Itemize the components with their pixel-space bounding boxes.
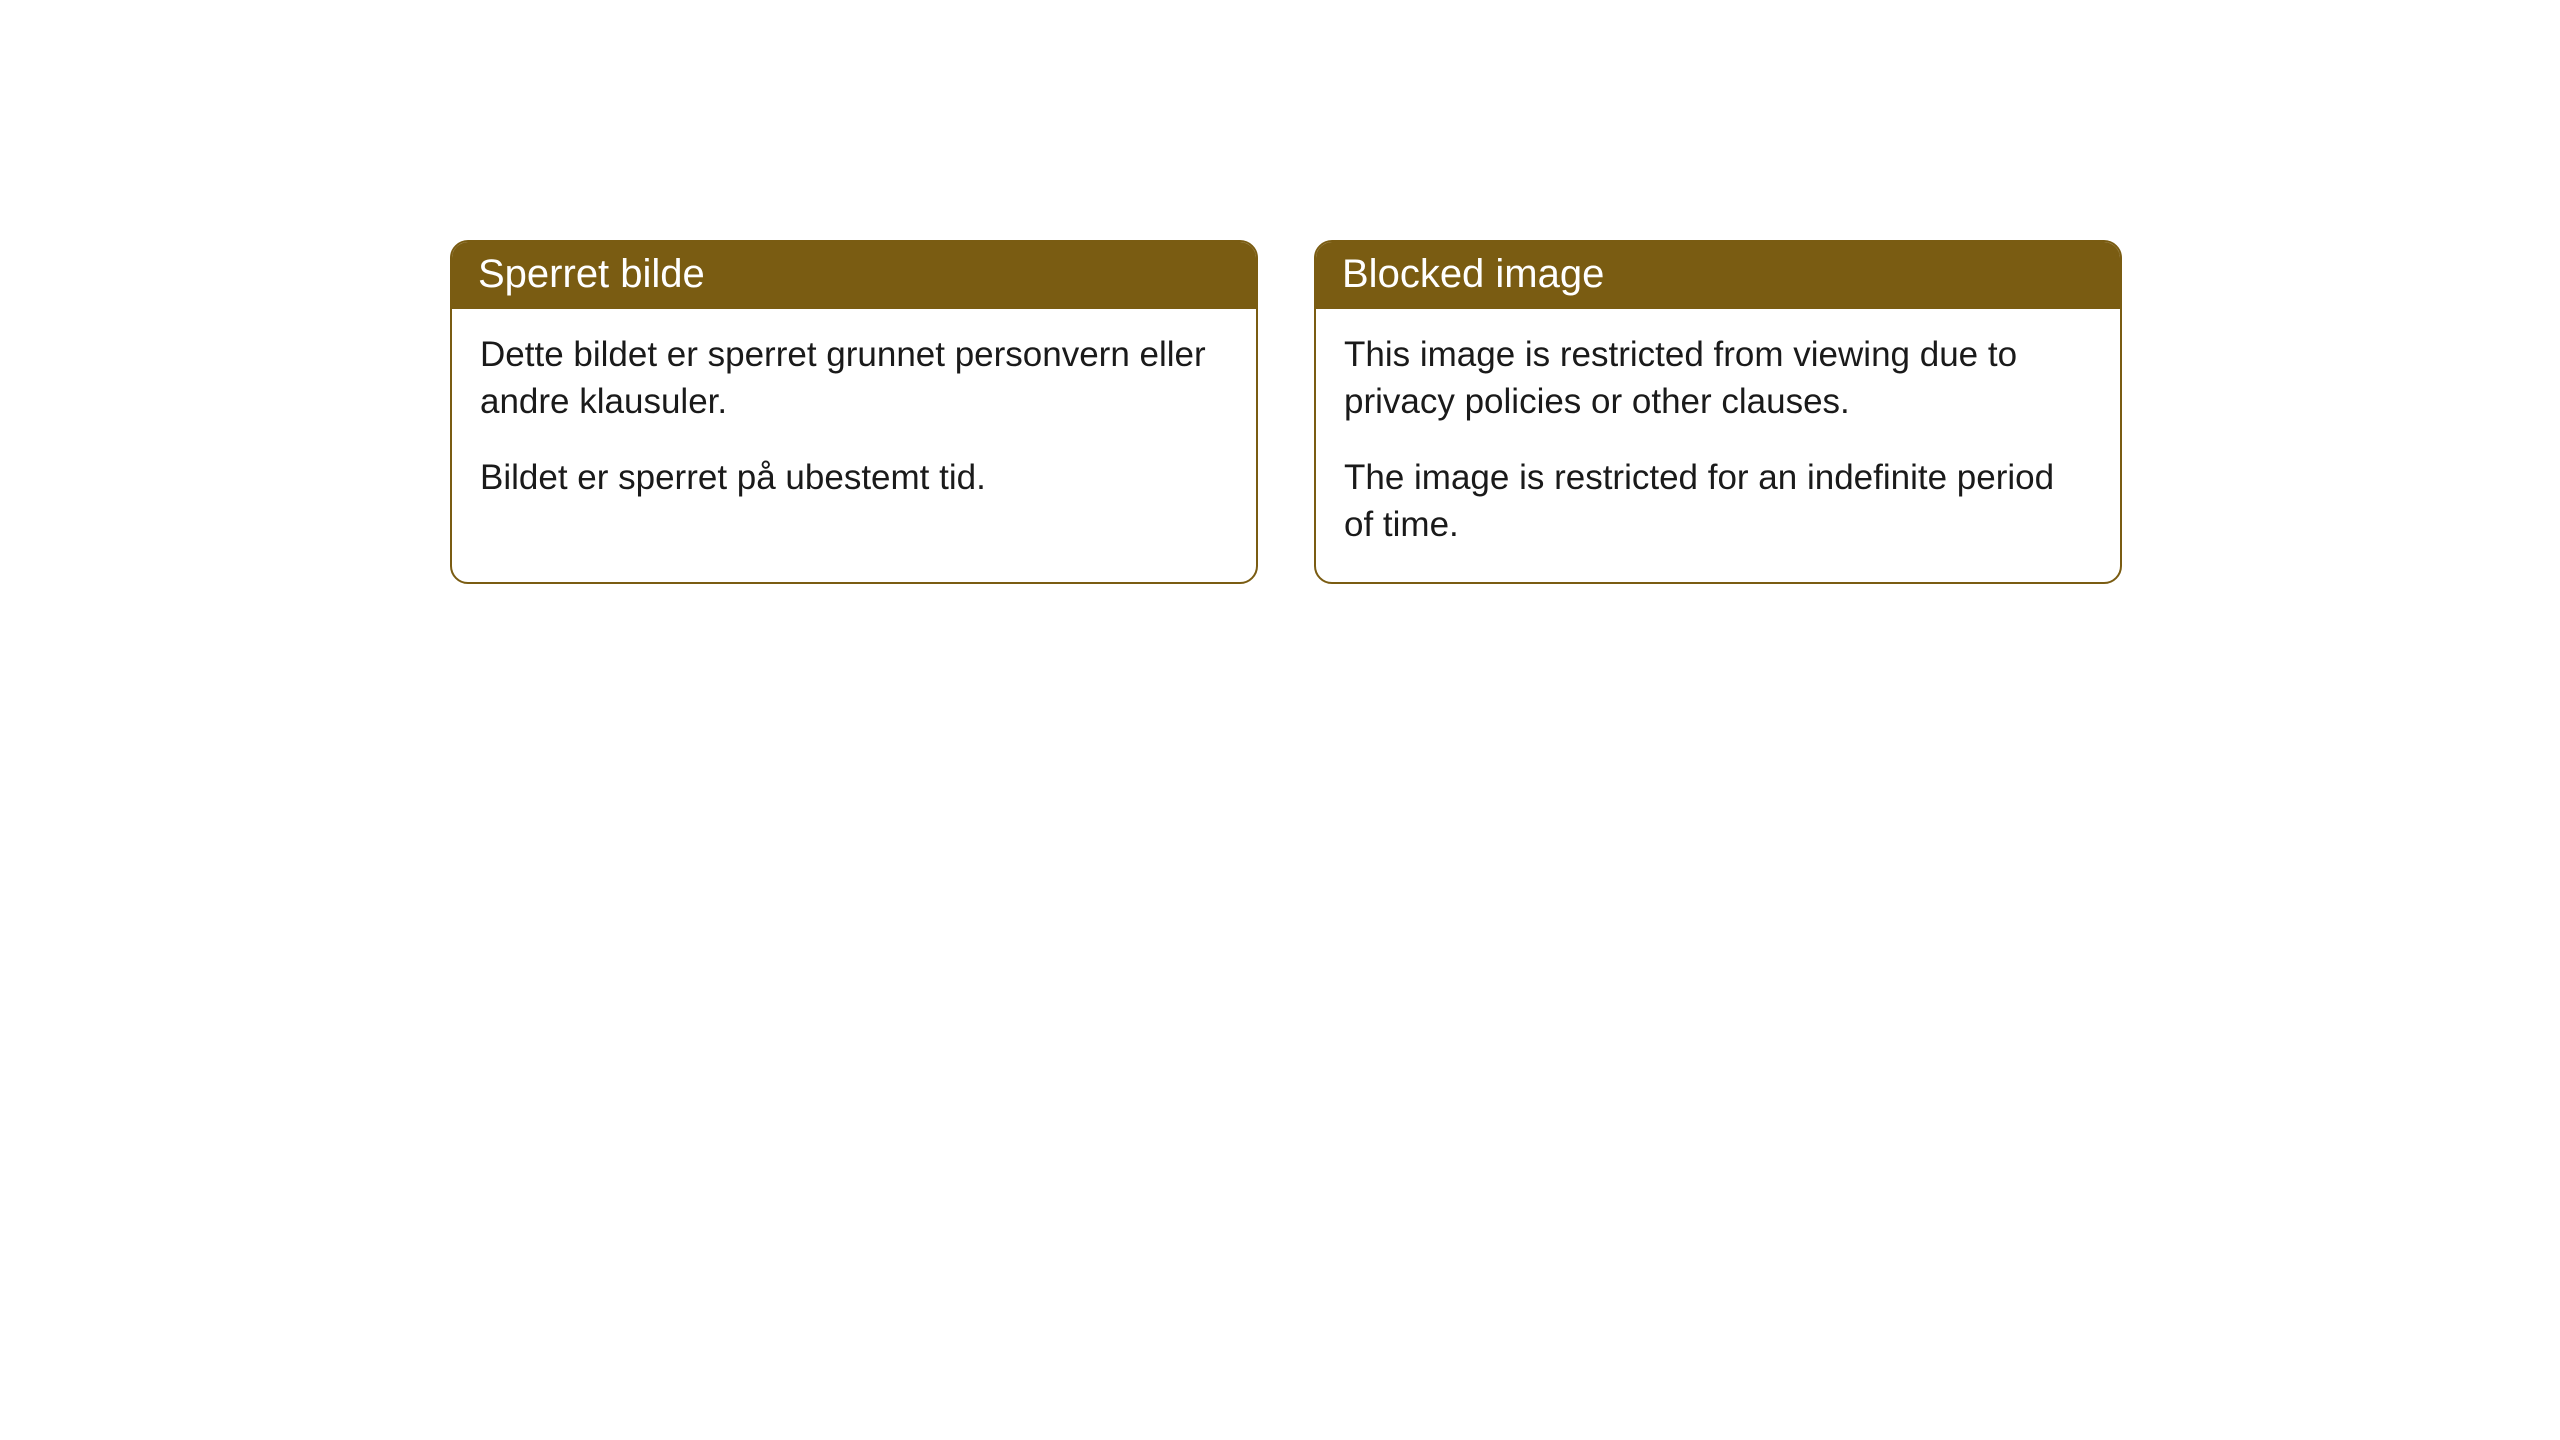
card-body-english: This image is restricted from viewing du… [1316, 309, 2120, 582]
notice-card-english: Blocked image This image is restricted f… [1314, 240, 2122, 584]
card-paragraph: Dette bildet er sperret grunnet personve… [480, 331, 1228, 426]
card-paragraph: The image is restricted for an indefinit… [1344, 454, 2092, 549]
card-title: Blocked image [1342, 252, 1604, 296]
card-header-norwegian: Sperret bilde [452, 242, 1256, 309]
card-title: Sperret bilde [478, 252, 705, 296]
notice-card-norwegian: Sperret bilde Dette bildet er sperret gr… [450, 240, 1258, 584]
card-paragraph: This image is restricted from viewing du… [1344, 331, 2092, 426]
notice-cards-container: Sperret bilde Dette bildet er sperret gr… [0, 0, 2560, 584]
card-paragraph: Bildet er sperret på ubestemt tid. [480, 454, 1228, 501]
card-body-norwegian: Dette bildet er sperret grunnet personve… [452, 309, 1256, 535]
card-header-english: Blocked image [1316, 242, 2120, 309]
